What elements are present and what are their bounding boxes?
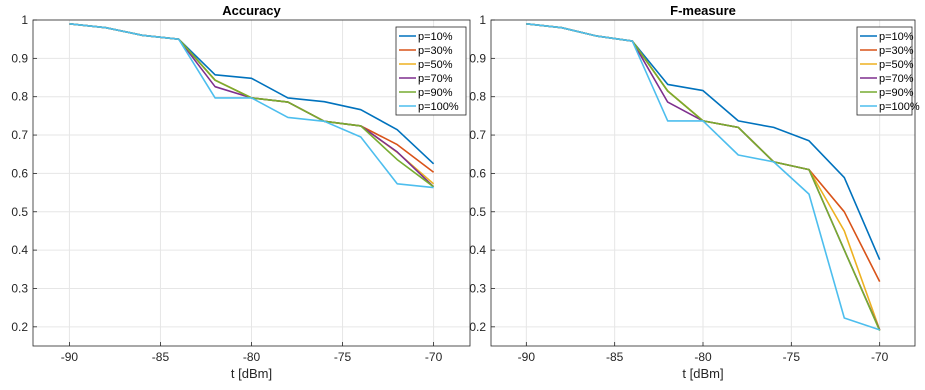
accuracy-chart: -90 -85 -80 -75 -70 0.2 0.3 0.4 0.5 0.6 0.7 0.8 0.9 1… bbox=[11, 3, 471, 381]
y-tick-label: 0.6 bbox=[469, 166, 486, 180]
x-tick-label: -85 bbox=[606, 350, 624, 364]
y-tick-label: 0.5 bbox=[11, 205, 28, 219]
legend-entry: p=30% bbox=[879, 45, 914, 57]
legend-entry: p=10% bbox=[418, 31, 453, 43]
legend-entry: p=100% bbox=[879, 101, 920, 113]
legend-entry: p=70% bbox=[879, 73, 914, 85]
x-tick-label: -75 bbox=[334, 350, 352, 364]
x-tick-label: -75 bbox=[783, 350, 801, 364]
y-tick-label: 0.5 bbox=[469, 205, 486, 219]
legend-entry: p=70% bbox=[418, 73, 453, 85]
legend-entry: p=50% bbox=[418, 59, 453, 71]
legend-entry: p=100% bbox=[418, 101, 459, 113]
x-tick-label: -85 bbox=[152, 350, 170, 364]
y-tick-label: 0.9 bbox=[11, 51, 28, 65]
y-tick-label: 0.3 bbox=[469, 281, 486, 295]
y-tick-label: 0.3 bbox=[11, 281, 28, 295]
x-tick-label: -70 bbox=[871, 350, 889, 364]
y-tick-label: 0.7 bbox=[11, 128, 28, 142]
legend-box bbox=[856, 26, 913, 116]
x-tick-label: -90 bbox=[518, 350, 536, 364]
x-tick-label: -80 bbox=[243, 350, 261, 364]
x-axis-label: t [dBm] bbox=[231, 366, 272, 381]
legend: p=10% p=30% p=50% p=70% p=90% p=100% bbox=[856, 26, 920, 116]
y-tick-label: 0.4 bbox=[11, 243, 28, 257]
x-axis-label: t [dBm] bbox=[682, 366, 723, 381]
y-tick-label: 0.2 bbox=[469, 320, 486, 334]
x-tick-label: -90 bbox=[61, 350, 79, 364]
series-line-p=100% bbox=[526, 23, 880, 331]
x-tick-label: -70 bbox=[425, 350, 443, 364]
legend-entry: p=90% bbox=[418, 87, 453, 99]
f-measure-chart: -90 -85 -80 -75 -70 0.2 0.3 0.4 0.5 0.6 0.7 0.8 0.9 1… bbox=[469, 3, 920, 381]
y-tick-label: 0.2 bbox=[11, 320, 28, 334]
y-tick-label: 0.8 bbox=[11, 90, 28, 104]
legend-entry: p=90% bbox=[879, 87, 914, 99]
legend: p=10% p=30% p=50% p=70% p=90% p=100% bbox=[395, 26, 467, 116]
y-tick-label: 0.9 bbox=[469, 51, 486, 65]
legend-entry: p=50% bbox=[879, 59, 914, 71]
y-tick-label: 1 bbox=[21, 13, 28, 27]
y-tick-label: 0.8 bbox=[469, 90, 486, 104]
chart-title: Accuracy bbox=[222, 3, 281, 18]
legend-entry: p=10% bbox=[879, 31, 914, 43]
y-tick-label: 0.6 bbox=[11, 166, 28, 180]
x-tick-label: -80 bbox=[694, 350, 712, 364]
legend-box bbox=[395, 26, 467, 116]
y-tick-label: 0.7 bbox=[469, 128, 486, 142]
y-tick-label: 0.4 bbox=[469, 243, 486, 257]
y-tick-label: 1 bbox=[479, 13, 486, 27]
series-line-p=100% bbox=[69, 23, 434, 189]
chart-title: F-measure bbox=[670, 3, 736, 18]
legend-entry: p=30% bbox=[418, 45, 453, 57]
